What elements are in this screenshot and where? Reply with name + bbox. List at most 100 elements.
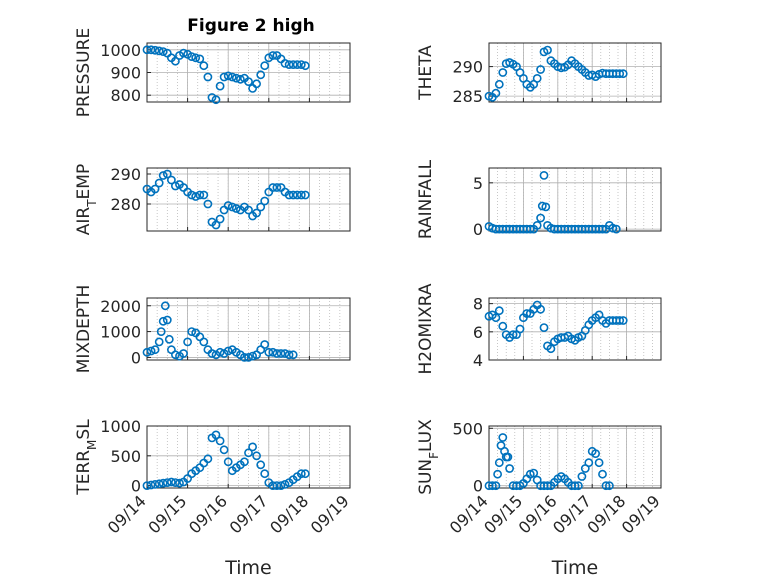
data-point xyxy=(577,472,587,481)
data-point xyxy=(170,181,180,191)
data-point xyxy=(199,337,209,347)
data-point xyxy=(166,175,176,185)
data-point xyxy=(191,53,201,63)
data-point xyxy=(260,196,270,206)
data-point xyxy=(248,351,257,361)
y-tick-label: 1000 xyxy=(100,323,141,342)
data-point xyxy=(584,458,594,468)
y-axis-label: THETA xyxy=(416,45,436,101)
axes-box xyxy=(488,297,662,361)
data-point xyxy=(494,306,504,316)
data-point xyxy=(292,190,302,200)
data-point xyxy=(532,74,542,83)
data-point xyxy=(539,323,549,332)
data-point xyxy=(154,178,164,188)
data-point xyxy=(280,349,290,358)
data-point xyxy=(570,481,580,491)
data-point xyxy=(164,334,174,344)
data-point xyxy=(219,72,229,82)
data-point xyxy=(179,48,188,58)
data-point xyxy=(546,344,556,354)
data-point xyxy=(260,61,270,71)
data-point xyxy=(215,347,225,357)
data-point xyxy=(272,481,282,490)
data-point xyxy=(598,224,607,234)
y-axis-label: H2OMIXRA xyxy=(416,283,436,374)
data-point xyxy=(239,457,249,467)
y-tick-label: 500 xyxy=(452,419,483,438)
data-point xyxy=(525,224,535,234)
data-point xyxy=(154,46,164,56)
data-point xyxy=(231,73,241,83)
y-axis-label: SUNFLUX xyxy=(416,419,441,495)
data-point xyxy=(215,436,225,446)
data-point xyxy=(522,309,532,318)
data-point xyxy=(170,56,180,66)
data-point xyxy=(227,202,237,212)
data-point xyxy=(252,208,261,218)
data-point xyxy=(272,183,282,192)
panel-pressure: 800 900 1000 PRESSURE xyxy=(74,28,351,117)
data-point xyxy=(231,204,241,213)
data-point xyxy=(543,481,552,491)
data-point xyxy=(591,449,600,458)
data-point xyxy=(156,327,166,336)
data-point xyxy=(536,213,545,223)
data-point xyxy=(598,469,607,479)
data-point xyxy=(154,337,164,347)
y-tick-label: 4 xyxy=(473,351,483,370)
data-point xyxy=(260,469,270,479)
data-point xyxy=(543,45,552,55)
data-point xyxy=(162,169,172,179)
data-point xyxy=(268,51,278,60)
panel-theta: 285 290 THETA xyxy=(416,42,662,106)
data-point xyxy=(215,214,225,224)
data-point xyxy=(199,190,209,200)
data-point xyxy=(494,458,504,468)
y-tick-label: 5 xyxy=(473,174,483,193)
data-point xyxy=(166,477,176,487)
data-point xyxy=(618,316,628,325)
y-axis-label: MIXDEPTH xyxy=(74,285,94,374)
data-point xyxy=(296,469,306,479)
data-point xyxy=(536,65,545,74)
data-point xyxy=(223,201,233,210)
panel-mixdepth: 0 1000 2000 MIXDEPTH xyxy=(74,285,351,374)
x-axis-label: Time xyxy=(224,557,272,579)
data-point xyxy=(150,184,160,194)
data-point xyxy=(235,74,245,84)
data-point xyxy=(175,478,184,488)
y-tick-label: 0 xyxy=(131,348,141,367)
data-point xyxy=(203,199,213,209)
data-point xyxy=(187,327,197,336)
data-point xyxy=(215,81,225,91)
y-tick-label: 1000 xyxy=(100,41,141,60)
data-point xyxy=(183,337,192,347)
data-point xyxy=(160,301,170,311)
data-point xyxy=(288,60,298,69)
data-point xyxy=(491,481,501,491)
data-point xyxy=(211,430,221,440)
data-point xyxy=(284,350,294,360)
data-point xyxy=(503,452,513,462)
data-point xyxy=(170,350,180,360)
y-axis-label: PRESSURE xyxy=(74,28,94,117)
data-point xyxy=(494,79,504,89)
data-point xyxy=(207,349,217,358)
data-point xyxy=(162,315,172,325)
data-point xyxy=(618,69,628,79)
y-tick-label: 0 xyxy=(131,477,141,496)
data-point xyxy=(611,224,621,234)
data-point xyxy=(280,59,290,68)
data-point xyxy=(594,458,604,468)
data-point xyxy=(187,52,197,61)
data-point xyxy=(300,190,310,200)
y-tick-label: 0 xyxy=(473,477,483,496)
data-point xyxy=(292,60,302,69)
data-point xyxy=(529,468,539,478)
data-point xyxy=(268,347,278,357)
data-point xyxy=(162,478,172,487)
data-point xyxy=(158,171,168,180)
y-tick-label: 6 xyxy=(473,323,483,342)
data-point xyxy=(256,202,266,212)
